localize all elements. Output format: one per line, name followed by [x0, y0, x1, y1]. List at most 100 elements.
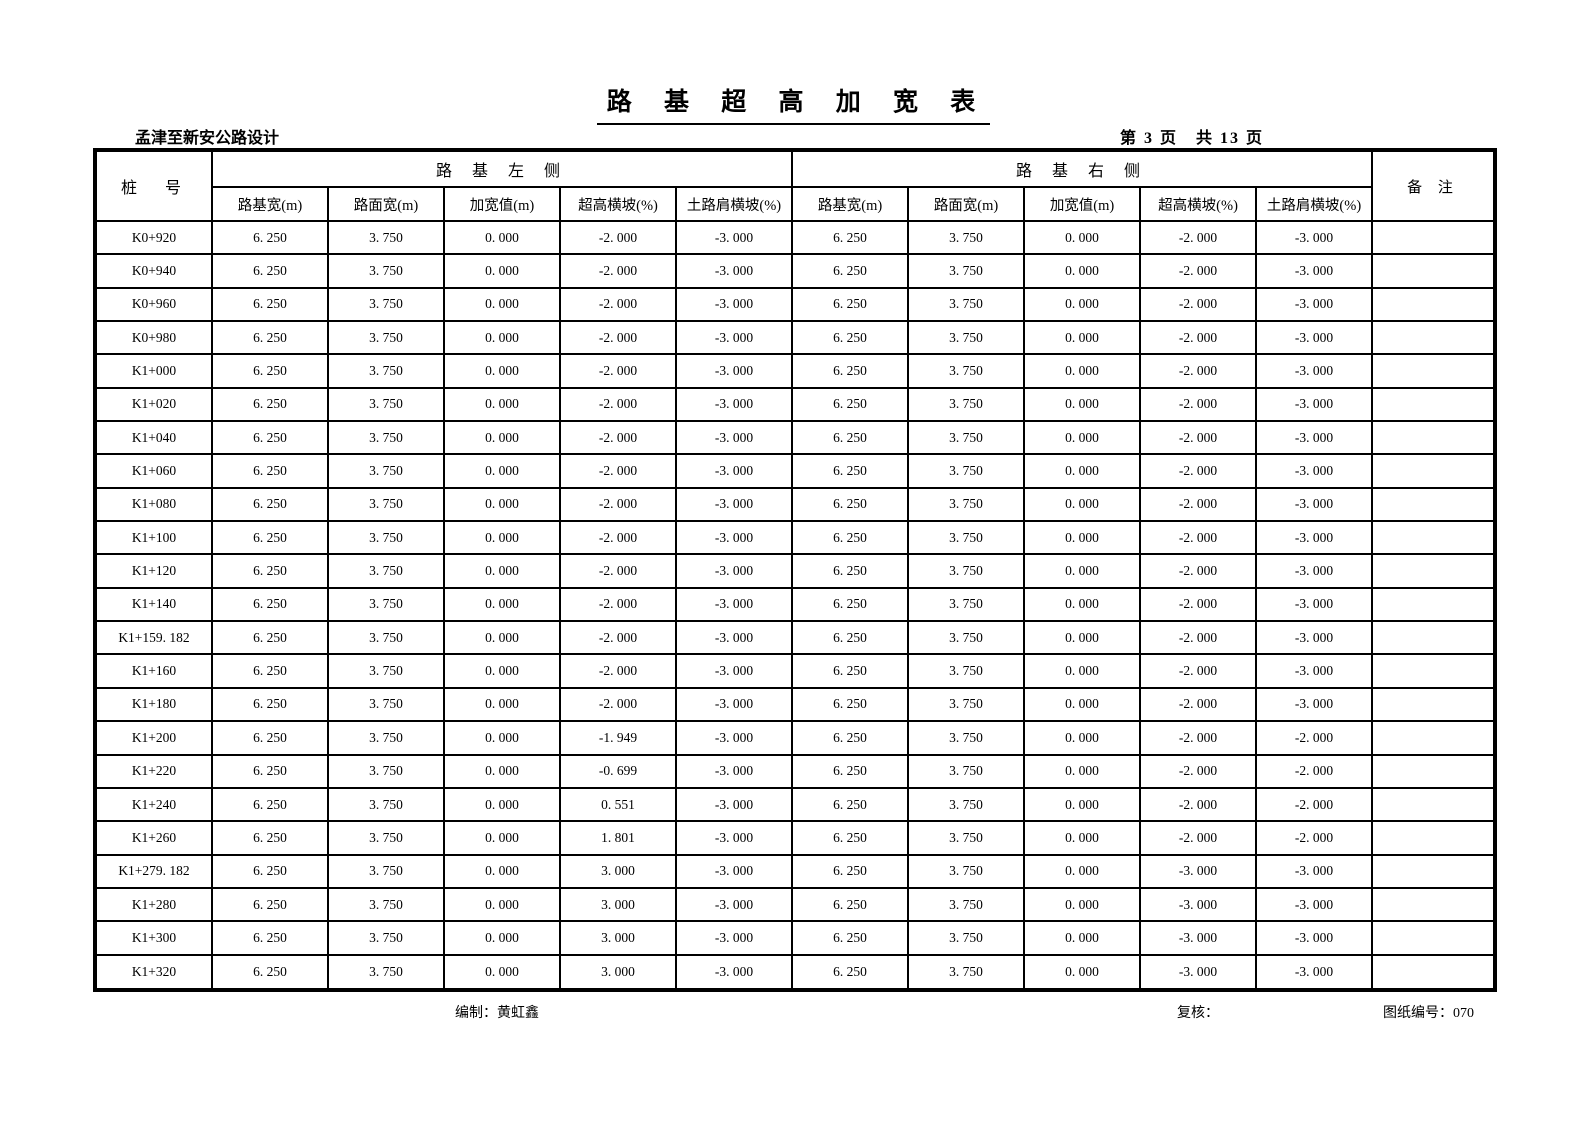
value-cell: 3. 750: [327, 620, 445, 656]
remark-cell: [1371, 753, 1497, 789]
value-cell: -2. 000: [1139, 753, 1258, 789]
value-cell: 0. 000: [1023, 753, 1142, 789]
value-cell: -1. 949: [559, 720, 677, 756]
remark-cell: [1371, 953, 1497, 992]
right-roadbed-width-header: 路基宽(m): [791, 186, 910, 222]
value-cell: 6. 250: [211, 286, 329, 323]
value-cell: 3. 750: [907, 820, 1026, 856]
value-cell: -2. 000: [559, 253, 677, 289]
value-cell: -2. 000: [1255, 786, 1374, 823]
station-cell: K0+920: [94, 219, 213, 256]
value-cell: 3. 000: [559, 853, 677, 889]
value-cell: 3. 750: [907, 686, 1026, 723]
value-cell: 6. 250: [791, 253, 910, 289]
table-row: K1+220 6. 250 3. 750 0. 000 -0. 699 -3. 000 6.…: [94, 753, 1497, 789]
page-number-info: 第 3 页 共 13 页: [1120, 130, 1265, 147]
remark-cell: [1371, 853, 1497, 889]
value-cell: -3. 000: [1255, 886, 1374, 923]
right-superelevation-header: 超高横坡(%): [1139, 186, 1258, 222]
value-cell: -3. 000: [674, 353, 794, 389]
value-cell: -2. 000: [559, 520, 677, 556]
value-cell: -3. 000: [1255, 653, 1374, 689]
value-cell: -3. 000: [674, 320, 794, 356]
station-cell: K1+180: [94, 686, 213, 723]
value-cell: -3. 000: [1255, 520, 1374, 556]
value-cell: 6. 250: [211, 753, 329, 789]
value-cell: -3. 000: [674, 620, 794, 656]
value-cell: 3. 750: [327, 253, 445, 289]
left-widening-value-header: 加宽值(m): [443, 186, 561, 222]
table-row: K1+260 6. 250 3. 750 0. 000 1. 801 -3. 000 6. …: [94, 820, 1497, 856]
value-cell: -3. 000: [674, 653, 794, 689]
value-cell: 6. 250: [791, 886, 910, 923]
value-cell: -2. 000: [1139, 553, 1258, 589]
value-cell: -3. 000: [1255, 253, 1374, 289]
value-cell: 3. 000: [559, 920, 677, 956]
value-cell: -3. 000: [674, 953, 794, 992]
station-cell: K1+159. 182: [94, 620, 213, 656]
value-cell: 6. 250: [211, 886, 329, 923]
station-cell: K1+120: [94, 553, 213, 589]
value-cell: 0. 000: [1023, 453, 1142, 489]
value-cell: 6. 250: [211, 920, 329, 956]
value-cell: 6. 250: [211, 320, 329, 356]
remark-cell: [1371, 286, 1497, 323]
value-cell: -3. 000: [1255, 320, 1374, 356]
table-row: K1+240 6. 250 3. 750 0. 000 0. 551 -3. 000 6. …: [94, 786, 1497, 823]
table-row: K1+160 6. 250 3. 750 0. 000 -2. 000 -3. 000 6.…: [94, 653, 1497, 689]
value-cell: 6. 250: [211, 586, 329, 623]
value-cell: -2. 000: [559, 686, 677, 723]
value-cell: -3. 000: [674, 420, 794, 456]
station-cell: K1+080: [94, 486, 213, 523]
value-cell: 0. 000: [443, 686, 561, 723]
value-cell: -2. 000: [559, 453, 677, 489]
prepared-by-label: 编制：黄虹鑫: [455, 1006, 539, 1021]
value-cell: 0. 000: [443, 453, 561, 489]
value-cell: 0. 000: [443, 486, 561, 523]
value-cell: 6. 250: [791, 286, 910, 323]
value-cell: -2. 000: [1139, 720, 1258, 756]
value-cell: -2. 000: [1139, 320, 1258, 356]
remark-cell: [1371, 620, 1497, 656]
value-cell: 0. 000: [1023, 586, 1142, 623]
value-cell: 0. 000: [1023, 886, 1142, 923]
sheet-footer: 编制：黄虹鑫 复核： 图纸编号：070: [0, 1002, 1587, 1022]
value-cell: -3. 000: [674, 853, 794, 889]
value-cell: -3. 000: [1255, 686, 1374, 723]
value-cell: 3. 750: [907, 786, 1026, 823]
value-cell: 0. 000: [1023, 286, 1142, 323]
value-cell: -2. 000: [559, 320, 677, 356]
value-cell: -3. 000: [1255, 219, 1374, 256]
value-cell: -2. 000: [1139, 219, 1258, 256]
value-cell: 0. 000: [1023, 953, 1142, 992]
station-cell: K1+300: [94, 920, 213, 956]
header-sub-row: 路基宽(m) 路面宽(m) 加宽值(m) 超高横坡(%) 土路肩横坡(%) 路基…: [95, 186, 1495, 222]
station-cell: K1+260: [94, 820, 213, 856]
value-cell: -2. 000: [1139, 386, 1258, 423]
remark-cell: [1371, 820, 1497, 856]
value-cell: 0. 000: [1023, 820, 1142, 856]
value-cell: 3. 750: [327, 886, 445, 923]
station-cell: K1+020: [94, 386, 213, 423]
value-cell: 3. 750: [907, 920, 1026, 956]
value-cell: 6. 250: [211, 553, 329, 589]
value-cell: 6. 250: [791, 686, 910, 723]
value-cell: 0. 000: [1023, 920, 1142, 956]
value-cell: 6. 250: [791, 720, 910, 756]
value-cell: -3. 000: [674, 453, 794, 489]
value-cell: 3. 750: [907, 420, 1026, 456]
value-cell: -2. 000: [1139, 420, 1258, 456]
value-cell: -3. 000: [674, 486, 794, 523]
value-cell: -2. 000: [1255, 720, 1374, 756]
left-superelevation-header: 超高横坡(%): [559, 186, 677, 222]
value-cell: 6. 250: [791, 386, 910, 423]
value-cell: 3. 750: [907, 219, 1026, 256]
remark-cell: [1371, 786, 1497, 823]
table-row: K1+300 6. 250 3. 750 0. 000 3. 000 -3. 000 6. …: [94, 920, 1497, 956]
value-cell: -2. 000: [559, 553, 677, 589]
value-cell: 6. 250: [791, 520, 910, 556]
remark-cell: [1371, 653, 1497, 689]
value-cell: 3. 750: [907, 353, 1026, 389]
value-cell: -2. 000: [559, 420, 677, 456]
value-cell: -0. 699: [559, 753, 677, 789]
